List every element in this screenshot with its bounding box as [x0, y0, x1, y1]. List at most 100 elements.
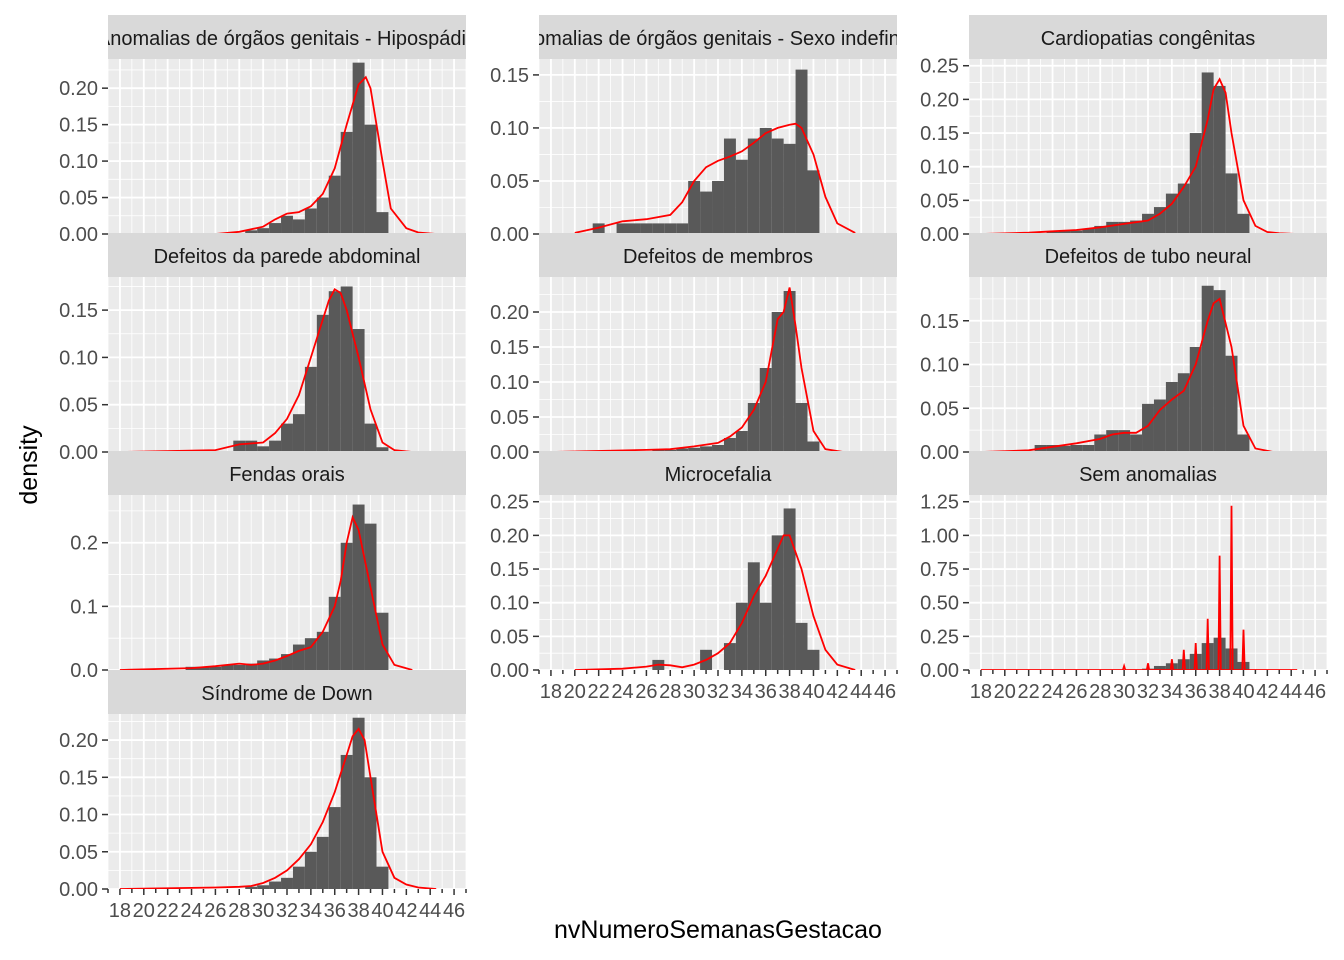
- x-tick-label: 36: [324, 900, 346, 922]
- histogram-bar: [771, 535, 784, 670]
- x-tick-label: 24: [1041, 681, 1063, 703]
- density-line: [980, 77, 1298, 234]
- y-tick-label: 0.10: [59, 151, 98, 173]
- y-tick-label: 0.10: [920, 355, 959, 377]
- histogram-bar: [1237, 434, 1250, 452]
- y-tick-label: 1.25: [920, 492, 959, 514]
- x-tick-label: 42: [826, 681, 848, 703]
- histogram-bar: [340, 286, 353, 452]
- y-tick-label: 0.50: [920, 593, 959, 615]
- histogram-bar: [652, 223, 665, 234]
- y-tick-label: 0.10: [490, 118, 529, 140]
- x-tick-label: 32: [707, 681, 729, 703]
- histogram-bar: [316, 836, 329, 889]
- x-tick-label: 36: [755, 681, 777, 703]
- facet-panel: Fendas orais 0.0 0.1 0.2: [70, 451, 466, 682]
- histogram-bar: [664, 223, 677, 234]
- histogram-bar: [209, 666, 222, 670]
- histogram-bar: [1094, 434, 1107, 452]
- facet-strip: [539, 15, 897, 59]
- x-tick-label: 28: [1089, 681, 1111, 703]
- facet-panel: Anomalias de órgãos genitais - Hipospádi…: [59, 15, 466, 246]
- facet-strip: [108, 233, 466, 277]
- histogram-bar: [1142, 213, 1154, 234]
- histogram-bar: [316, 314, 329, 452]
- histogram-bar: [1070, 445, 1083, 452]
- x-tick-label: 38: [1208, 681, 1230, 703]
- x-tick-label: 26: [204, 900, 226, 922]
- histogram-bar: [316, 197, 329, 234]
- histogram-bar: [807, 441, 820, 452]
- histogram-bar: [364, 523, 377, 670]
- y-tick-label: 0.2: [70, 533, 98, 555]
- y-tick-label: 0.05: [490, 171, 529, 193]
- x-tick-label: 32: [1137, 681, 1159, 703]
- histogram-bar: [352, 717, 365, 889]
- gridlines: [108, 59, 466, 234]
- x-tick-label: 38: [347, 900, 369, 922]
- facet-strip: [108, 451, 466, 495]
- facet-strip-title: Defeitos da parede abdominal: [154, 246, 421, 268]
- facet-panel: Defeitos da parede abdominal 0.00 0.05 0.10…: [59, 233, 466, 464]
- histogram-bar: [328, 291, 341, 452]
- density-line: [574, 122, 856, 234]
- histogram-bar: [735, 159, 748, 234]
- y-tick-label: 0.10: [59, 805, 98, 827]
- x-tick-label: 22: [1018, 681, 1040, 703]
- histogram-bar: [197, 666, 210, 670]
- density-line: [574, 534, 856, 670]
- y-tick-label: 0.00: [920, 442, 959, 464]
- facet-strip: [969, 451, 1327, 495]
- facet-strip: [108, 15, 466, 59]
- histogram-bar: [664, 449, 677, 452]
- x-tick-label: 40: [1232, 681, 1254, 703]
- x-tick-label: 26: [635, 681, 657, 703]
- histogram-bar: [747, 403, 760, 452]
- y-tick-label: 0.20: [920, 89, 959, 111]
- histogram-bar: [1130, 434, 1143, 452]
- facet-panel: Anomalias de órgãos genitais - Sexo inde…: [490, 15, 897, 246]
- x-tick-label: 46: [874, 681, 896, 703]
- density-line: [119, 514, 413, 670]
- histogram-bar: [1237, 661, 1250, 670]
- density-line: [119, 75, 437, 234]
- y-tick-label: 0.20: [490, 525, 529, 547]
- x-tick-label: 32: [276, 900, 298, 922]
- histogram-bar: [1153, 665, 1166, 670]
- histogram-bars: [652, 291, 820, 452]
- facet-strip-title: Defeitos de tubo neural: [1045, 246, 1252, 268]
- histogram-bar: [281, 877, 293, 889]
- histogram-bar: [1082, 445, 1095, 452]
- histogram-bar: [795, 403, 808, 452]
- y-tick-label: 0.05: [490, 407, 529, 429]
- y-tick-label: 0.15: [490, 65, 529, 87]
- y-tick-label: 0.15: [59, 115, 98, 137]
- x-tick-label: 44: [1280, 681, 1302, 703]
- histogram-bars: [245, 717, 389, 889]
- histogram-bar: [1189, 133, 1202, 234]
- histogram-bar: [340, 542, 353, 670]
- histogram-bar: [1225, 173, 1238, 234]
- histogram-bar: [1142, 668, 1154, 670]
- histogram-bar: [1106, 221, 1119, 234]
- histogram-bar: [688, 447, 701, 452]
- y-tick-label: 0.1: [70, 596, 98, 618]
- y-tick-label: 0.20: [490, 302, 529, 324]
- x-tick-label: 22: [157, 900, 179, 922]
- histogram-bar: [352, 62, 365, 234]
- x-tick-label: 30: [1113, 681, 1135, 703]
- facet-panel: Defeitos de membros 0.00 0.05 0.10 0.15 0.20: [490, 233, 897, 464]
- histogram-bar: [1201, 72, 1214, 234]
- histogram-bar: [759, 368, 772, 452]
- histogram-bar: [1058, 230, 1071, 234]
- histogram-bar: [1213, 637, 1226, 670]
- facet-strip-title: Fendas orais: [229, 464, 345, 486]
- facet-strip: [539, 233, 897, 277]
- x-tick-label: 44: [419, 900, 441, 922]
- facet-strip: [969, 15, 1327, 59]
- x-tick-label: 34: [1161, 681, 1183, 703]
- histogram-bar: [1130, 220, 1143, 234]
- histogram-bar: [292, 219, 305, 234]
- histogram-bar: [1106, 430, 1119, 452]
- histogram-bar: [364, 423, 377, 452]
